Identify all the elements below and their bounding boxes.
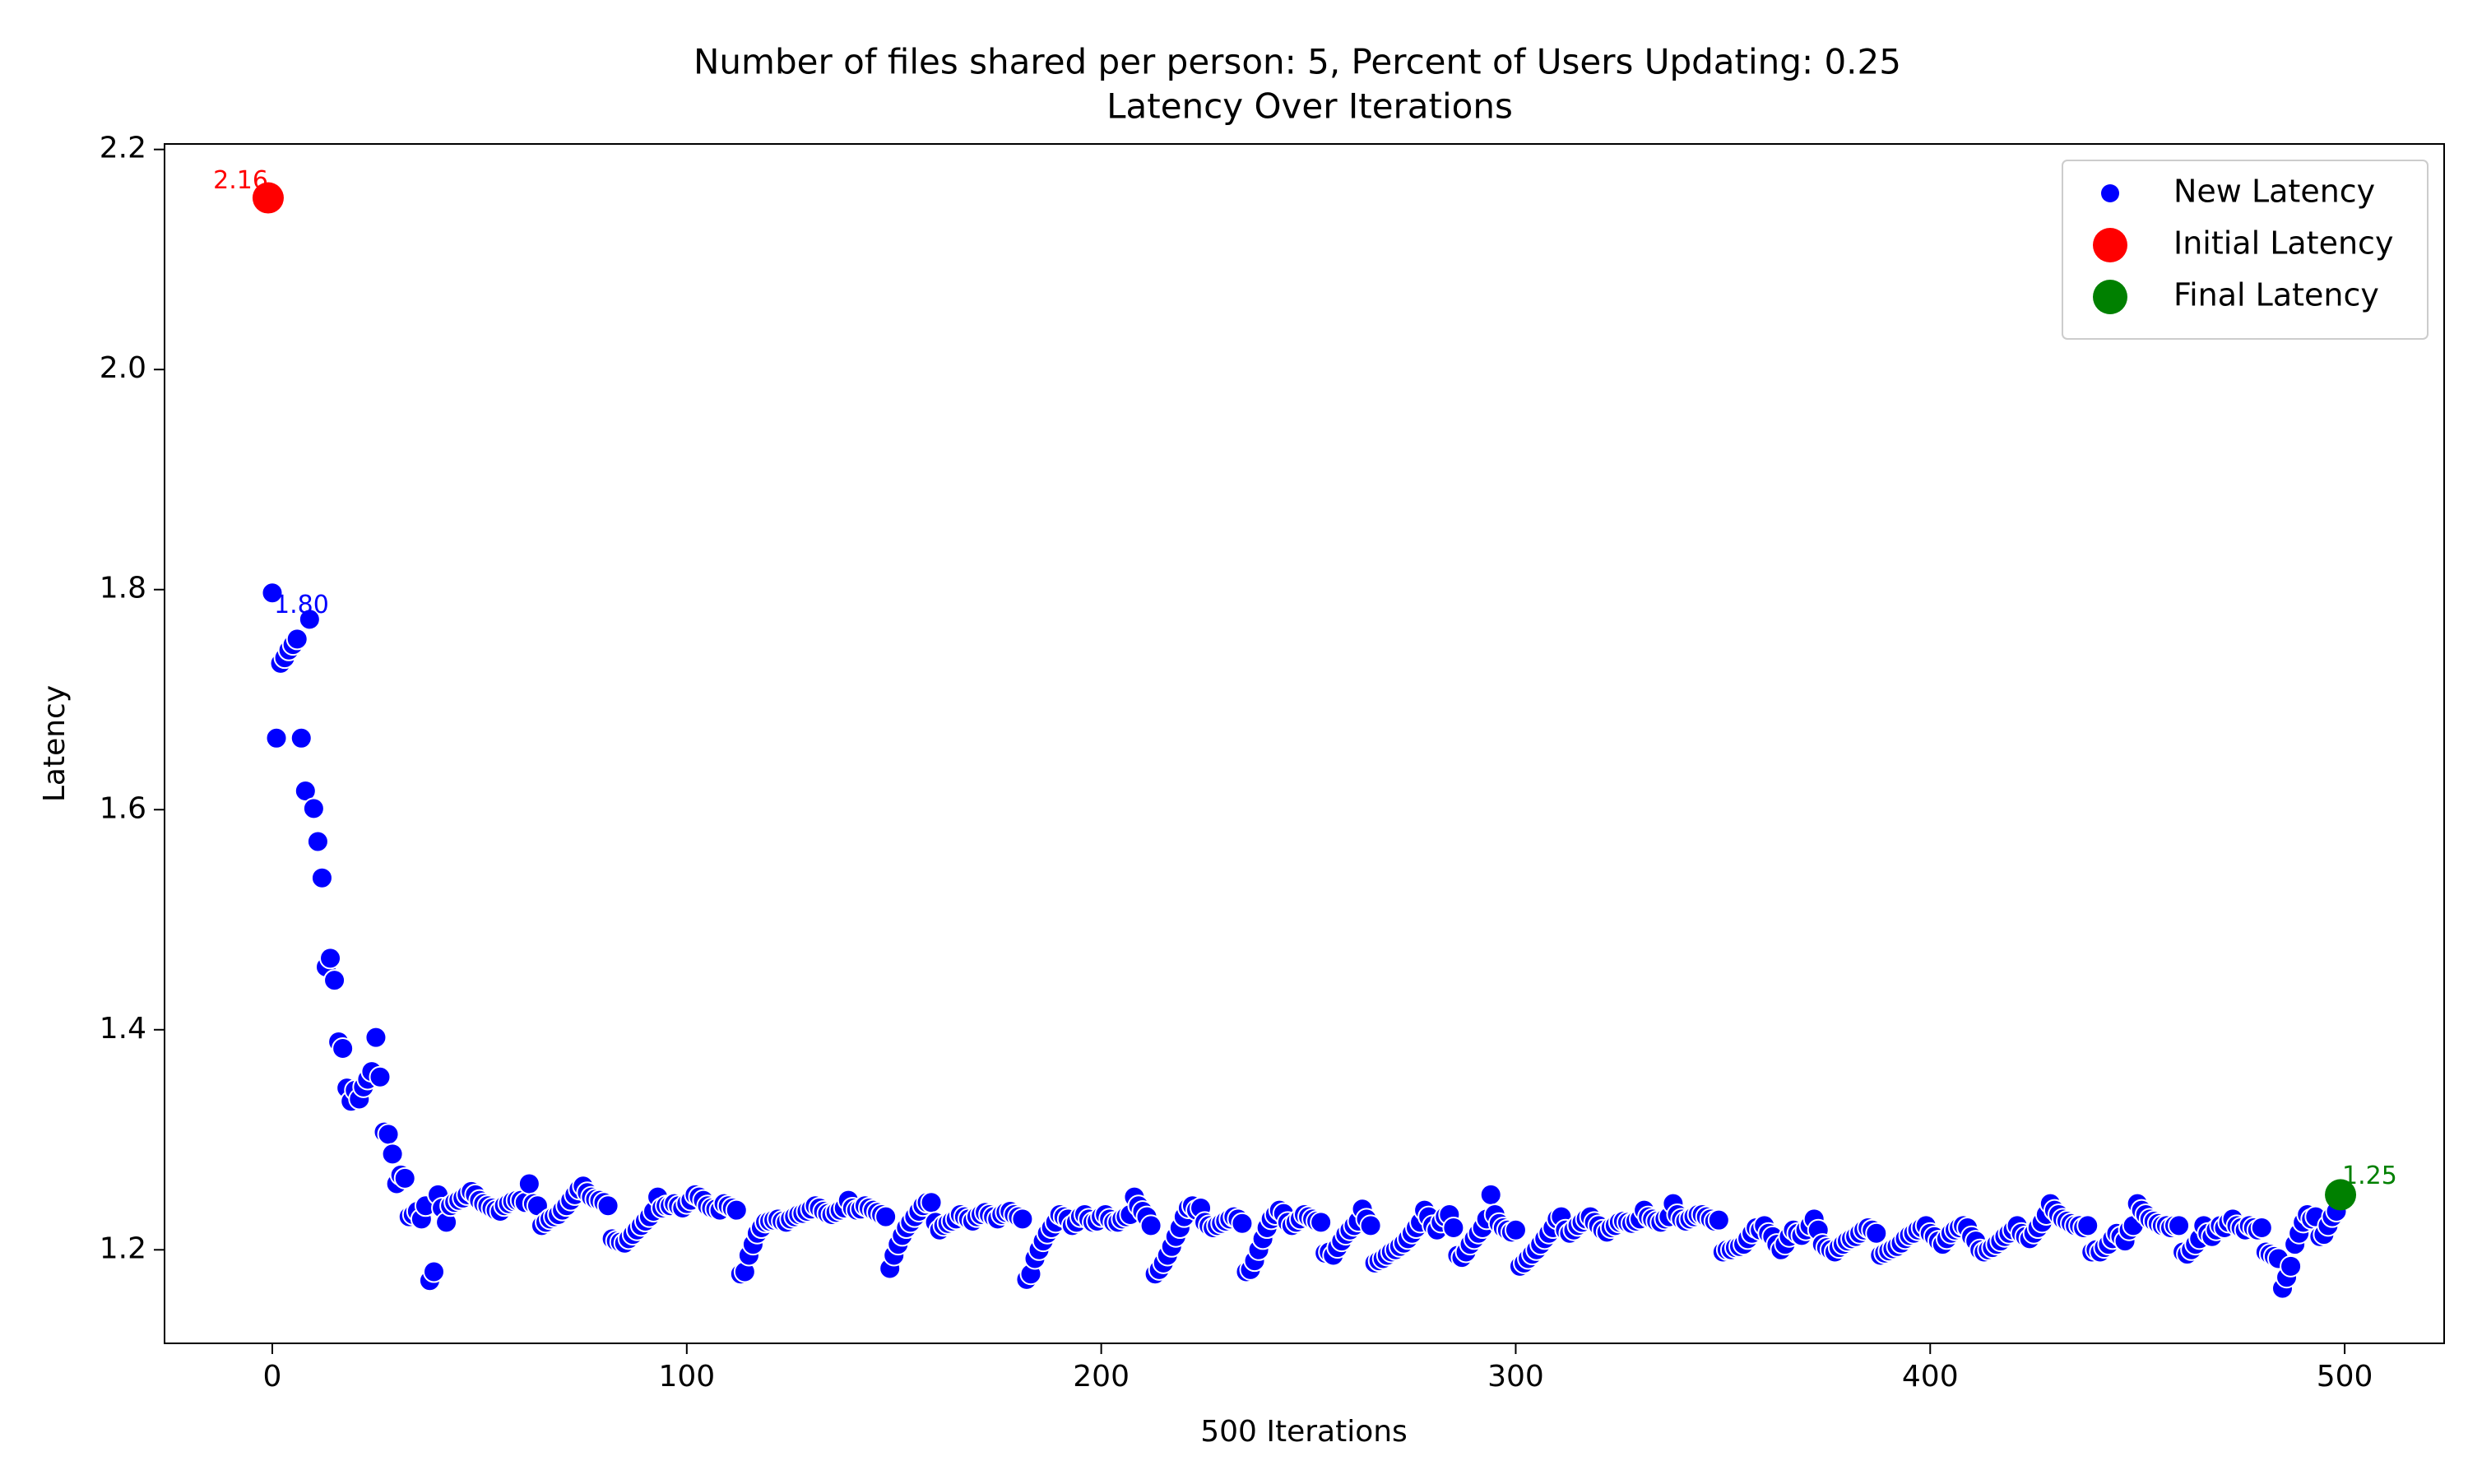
- legend-box: [2062, 160, 2429, 340]
- data-point: [1231, 1212, 1254, 1235]
- data-point: [364, 1026, 387, 1049]
- legend: New Latency Initial Latency Final Latency: [2062, 160, 2429, 340]
- value-label: 1.80: [274, 591, 329, 619]
- data-point: [1011, 1208, 1034, 1231]
- data-point: [422, 1260, 445, 1283]
- data-point: [2325, 1179, 2357, 1211]
- data-point: [2168, 1214, 2191, 1237]
- data-point: [377, 1123, 400, 1146]
- data-point: [920, 1191, 943, 1214]
- data-point: [874, 1205, 898, 1228]
- legend-marker: [2101, 184, 2119, 202]
- data-point: [1139, 1214, 1162, 1237]
- data-point: [261, 582, 284, 605]
- x-axis-label: 500 Iterations: [1200, 1415, 1408, 1449]
- y-tick-label: 2.2: [100, 132, 146, 165]
- x-tick-label: 500: [2317, 1360, 2373, 1394]
- data-point: [596, 1194, 619, 1217]
- data-point: [393, 1166, 416, 1190]
- data-point: [285, 628, 308, 651]
- data-point: [1359, 1214, 1382, 1237]
- data-point: [265, 726, 288, 749]
- data-point: [1442, 1217, 1465, 1240]
- data-point: [252, 182, 284, 214]
- data-point: [323, 969, 346, 992]
- data-point: [319, 947, 342, 970]
- plot-area: 1.80 2.16 1.25: [213, 166, 2397, 1300]
- data-point: [1707, 1208, 1730, 1231]
- plot-frame: [164, 143, 2445, 1344]
- data-point: [381, 1143, 404, 1166]
- data-point: [310, 866, 333, 889]
- x-tick-label: 0: [263, 1360, 282, 1394]
- y-axis-label: Latency: [38, 685, 72, 802]
- y-tick-label: 1.4: [100, 1012, 146, 1046]
- data-point: [1504, 1218, 1527, 1241]
- value-label: 2.16: [213, 166, 268, 195]
- y-tick-label: 1.2: [100, 1231, 146, 1265]
- x-tick-label: 200: [1073, 1360, 1130, 1394]
- y-tick-label: 1.8: [100, 572, 146, 605]
- data-point: [1865, 1222, 1888, 1245]
- legend-label: Final Latency: [2173, 277, 2379, 313]
- x-tick-label: 100: [658, 1360, 715, 1394]
- data-point: [332, 1037, 355, 1060]
- x-tick-label: 400: [1902, 1360, 1959, 1394]
- value-label: 1.25: [2342, 1162, 2397, 1190]
- data-point: [298, 608, 321, 631]
- chart-title: Number of files shared per person: 5, Pe…: [694, 42, 1901, 82]
- legend-marker: [2093, 280, 2127, 314]
- chart-subtitle: Latency Over Iterations: [1106, 86, 1513, 127]
- data-point: [2250, 1217, 2273, 1240]
- data-point: [1310, 1211, 1333, 1234]
- data-point: [2076, 1214, 2099, 1237]
- data-point: [302, 797, 325, 820]
- data-point: [1479, 1183, 1502, 1206]
- legend-label: Initial Latency: [2173, 225, 2393, 262]
- legend-marker: [2093, 228, 2127, 262]
- legend-label: New Latency: [2173, 174, 2375, 210]
- data-point: [369, 1065, 392, 1088]
- x-tick-label: 300: [1487, 1360, 1544, 1394]
- data-point: [725, 1199, 748, 1222]
- data-point: [306, 830, 329, 853]
- y-tick-label: 2.0: [100, 351, 146, 385]
- data-point: [517, 1172, 540, 1195]
- data-point: [290, 726, 313, 749]
- y-tick-label: 1.6: [100, 791, 146, 825]
- data-point: [2280, 1254, 2303, 1278]
